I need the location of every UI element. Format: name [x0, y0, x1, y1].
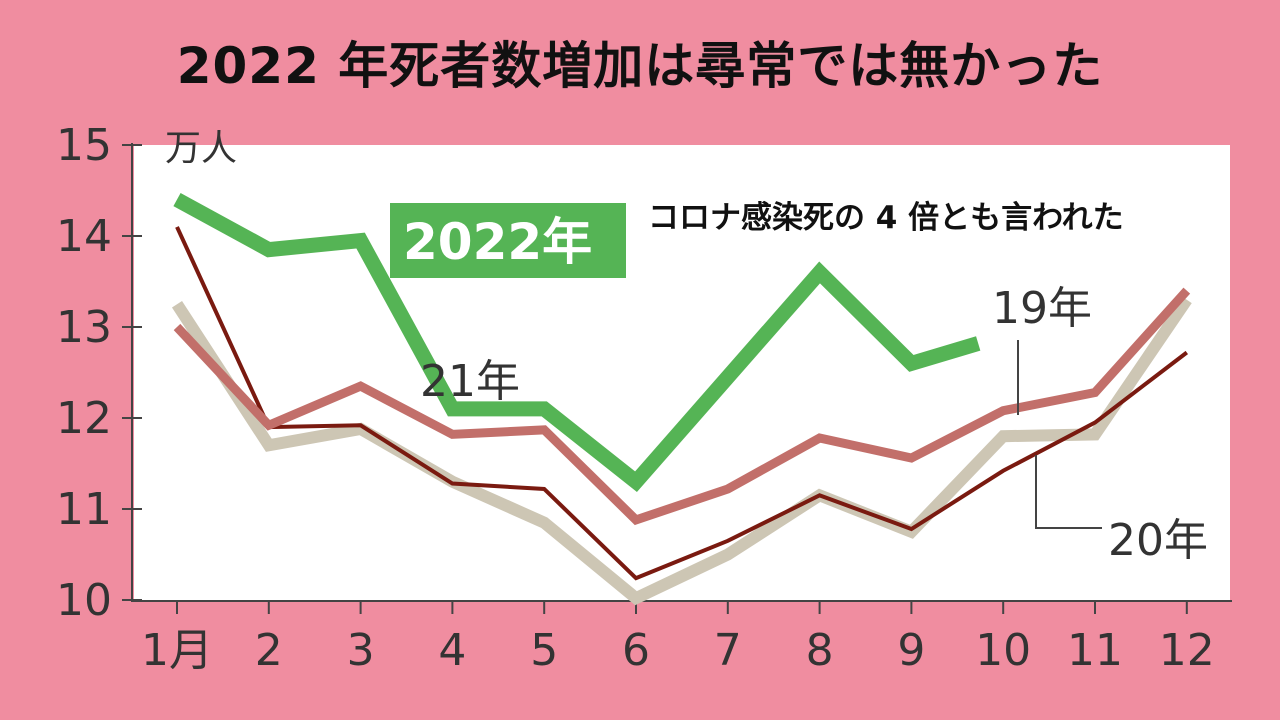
- x-tick-label: 7: [714, 625, 742, 676]
- x-tick-label: 10: [975, 625, 1031, 676]
- annotation-text: コロナ感染死の 4 倍とも言われた: [648, 200, 1124, 236]
- x-tick-label: 2: [255, 625, 283, 676]
- series-line-2: [175, 226, 1189, 581]
- legend-2022-box: [390, 203, 626, 278]
- leader-line-19: [1035, 455, 1102, 529]
- series-label-21: 21年: [420, 356, 520, 407]
- x-tick-label: 12: [1159, 625, 1215, 676]
- plot-area: [134, 145, 1230, 600]
- x-tick-label: 1月: [141, 625, 213, 676]
- x-tick-label: 11: [1067, 625, 1123, 676]
- page-title: 2022 年死者数増加は尋常では無かった: [176, 37, 1104, 95]
- x-tick-label: 4: [438, 625, 466, 676]
- y-tick-label: 12: [56, 393, 112, 444]
- series-label-20: 19年: [992, 283, 1092, 334]
- series-label-19: 20年: [1108, 515, 1208, 566]
- y-axis-unit: 万人: [165, 128, 237, 169]
- x-tick-label: 9: [897, 625, 925, 676]
- y-tick-label: 13: [56, 302, 112, 353]
- y-tick-label: 11: [56, 484, 112, 535]
- y-tick-label: 14: [56, 211, 112, 262]
- x-tick-label: 6: [622, 625, 650, 676]
- x-tick-label: 8: [806, 625, 834, 676]
- series-line-4: [173, 193, 981, 493]
- x-tick-label: 3: [347, 625, 375, 676]
- series-line-1: [171, 296, 1192, 606]
- legend-2022-label: 2022年: [403, 213, 592, 271]
- y-tick-label: 15: [56, 120, 112, 171]
- y-tick-label: 10: [56, 575, 112, 626]
- x-tick-label: 5: [530, 625, 558, 676]
